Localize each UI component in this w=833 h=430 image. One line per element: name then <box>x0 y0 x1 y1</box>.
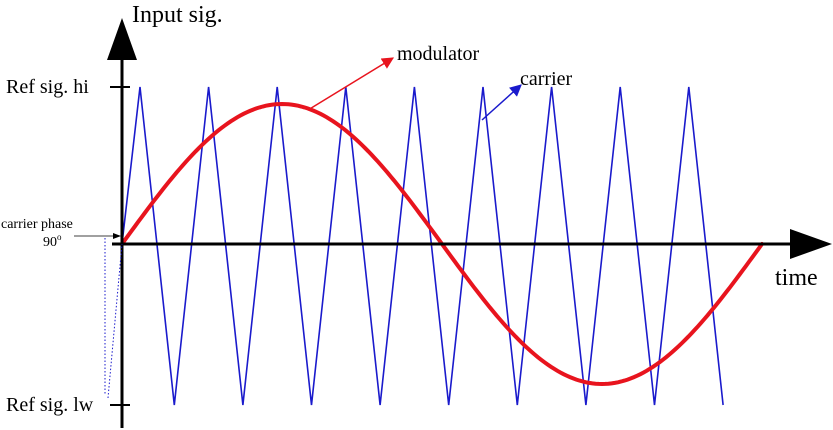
x-axis-label: time <box>775 265 818 291</box>
carrier-wave <box>121 86 724 406</box>
modulator-callout-arrow <box>307 57 395 111</box>
ref-low-label: Ref sig. lw <box>6 394 94 416</box>
carrier-phase-degree: o <box>57 232 62 242</box>
modulator-label: modulator <box>397 43 480 65</box>
carrier-phase-value: 90o <box>43 232 62 250</box>
y-axis-arrowhead <box>107 18 137 60</box>
carrier-phase-label: carrier phase <box>1 217 73 232</box>
carrier-callout-arrow <box>481 84 522 121</box>
phase-carrier-start-dotted-line <box>107 243 123 399</box>
phase-pointer-arrowhead <box>113 233 121 239</box>
ref-high-label: Ref sig. hi <box>6 76 89 98</box>
carrier-label: carrier <box>520 68 573 90</box>
y-axis-label: Input sig. <box>132 2 223 28</box>
carrier-phase-number: 90 <box>43 235 57 250</box>
x-axis-arrowhead <box>790 229 832 259</box>
